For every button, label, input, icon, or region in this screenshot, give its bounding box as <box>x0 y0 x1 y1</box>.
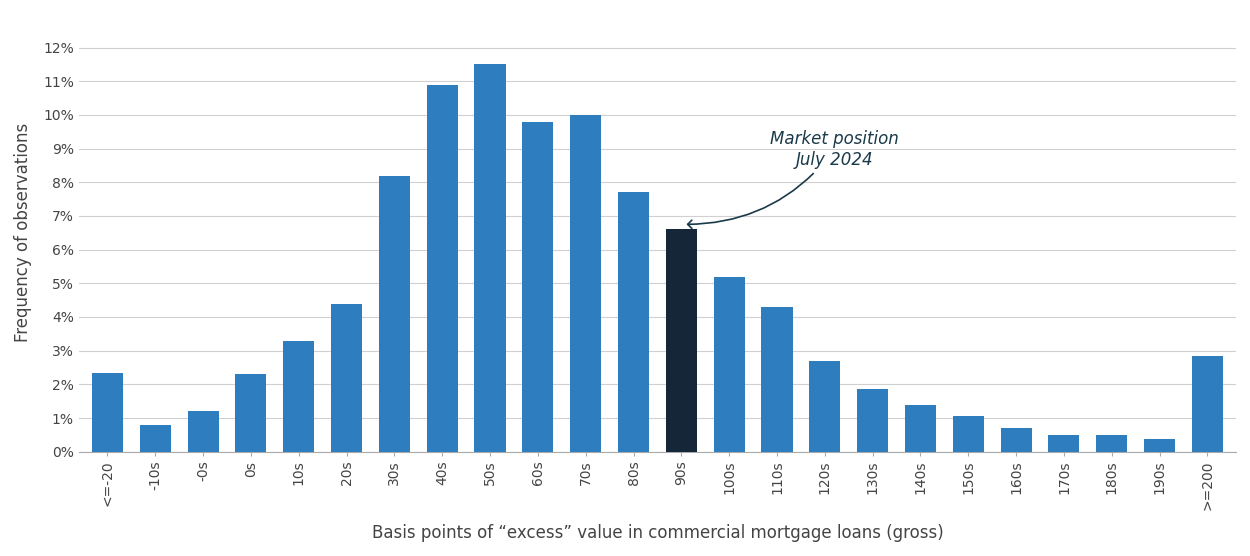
Bar <box>475 64 505 451</box>
Bar <box>858 389 889 451</box>
Bar <box>1096 435 1128 451</box>
Bar <box>952 416 984 451</box>
Bar <box>1049 435 1080 451</box>
Bar <box>140 425 171 451</box>
Bar <box>331 304 362 451</box>
Bar <box>761 307 792 451</box>
Y-axis label: Frequency of observations: Frequency of observations <box>14 123 32 342</box>
Bar <box>92 373 123 451</box>
Bar <box>905 405 936 451</box>
Bar <box>1000 428 1031 451</box>
X-axis label: Basis points of “excess” value in commercial mortgage loans (gross): Basis points of “excess” value in commer… <box>371 524 944 542</box>
Bar <box>809 361 840 451</box>
Bar <box>714 276 745 451</box>
Bar <box>379 176 410 451</box>
Bar <box>1191 356 1222 451</box>
Bar <box>284 341 314 451</box>
Bar <box>1144 439 1175 451</box>
Bar <box>522 122 554 451</box>
Bar <box>235 374 266 451</box>
Bar <box>666 230 698 451</box>
Bar <box>426 85 458 451</box>
Bar <box>188 411 219 451</box>
Text: Market position
July 2024: Market position July 2024 <box>688 130 899 229</box>
Bar <box>618 192 649 451</box>
Bar <box>570 115 601 451</box>
